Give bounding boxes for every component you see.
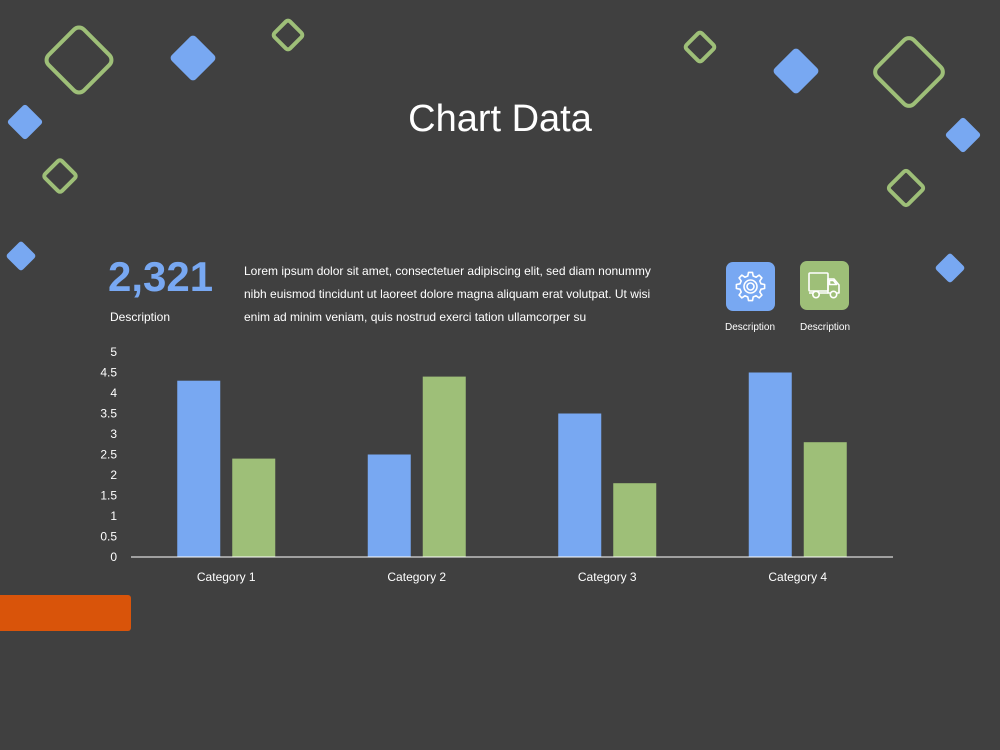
bar-series-2 [232, 458, 276, 557]
y-tick-label: 0.5 [100, 530, 117, 544]
y-tick-label: 4 [110, 386, 117, 400]
outline-diamond [44, 25, 114, 95]
body-text: Lorem ipsum dolor sit amet, consectetuer… [244, 264, 651, 324]
icon-caption-truck: Description [799, 322, 851, 333]
y-tick-label: 2 [110, 468, 117, 482]
y-tick-label: 0 [110, 550, 117, 564]
y-tick-label: 1.5 [100, 489, 117, 503]
x-tick-label: Category 2 [387, 570, 446, 584]
gear-icon [735, 271, 766, 302]
bar-series-1 [177, 380, 221, 557]
outline-diamond [271, 18, 305, 52]
truck-tile [800, 261, 849, 310]
x-tick-label: Category 4 [768, 570, 827, 584]
x-tick-label: Category 1 [197, 570, 256, 584]
bar-chart: 0 0.5 1 1.5 2 2.5 3 3.5 4 4.5 5 Category 1 Category … [100, 345, 893, 584]
bar-series-1 [367, 454, 411, 557]
solid-diamond [7, 104, 43, 140]
bar-series-2 [613, 483, 657, 557]
solid-diamond [945, 117, 981, 153]
truck-icon [808, 272, 840, 299]
bar-series-1 [748, 372, 792, 557]
outline-diamond [873, 36, 945, 108]
outline-diamond [42, 158, 78, 194]
y-tick-label: 3 [110, 427, 117, 441]
bar-series-1 [558, 413, 602, 557]
solid-diamond [773, 48, 819, 94]
outline-diamond [886, 168, 926, 208]
outline-diamond [683, 30, 717, 64]
y-tick-label: 2.5 [100, 448, 117, 462]
bar-series-2 [422, 376, 466, 557]
page-title: Chart Data [408, 98, 592, 140]
solid-diamond [170, 35, 216, 81]
solid-diamond [6, 241, 36, 271]
y-tick-label: 3.5 [100, 407, 117, 421]
y-tick-label: 4.5 [100, 366, 117, 380]
gear-tile [726, 262, 775, 311]
stat-label: Description [110, 310, 171, 324]
bar-series-2 [803, 442, 847, 557]
stat-number: 2,321 [108, 253, 214, 300]
x-tick-label: Category 3 [578, 570, 637, 584]
y-tick-label: 5 [110, 345, 117, 359]
accent-bar [0, 595, 131, 631]
solid-diamond [935, 253, 965, 283]
icon-caption-gear: Description [724, 322, 776, 333]
y-tick-label: 1 [110, 509, 117, 523]
